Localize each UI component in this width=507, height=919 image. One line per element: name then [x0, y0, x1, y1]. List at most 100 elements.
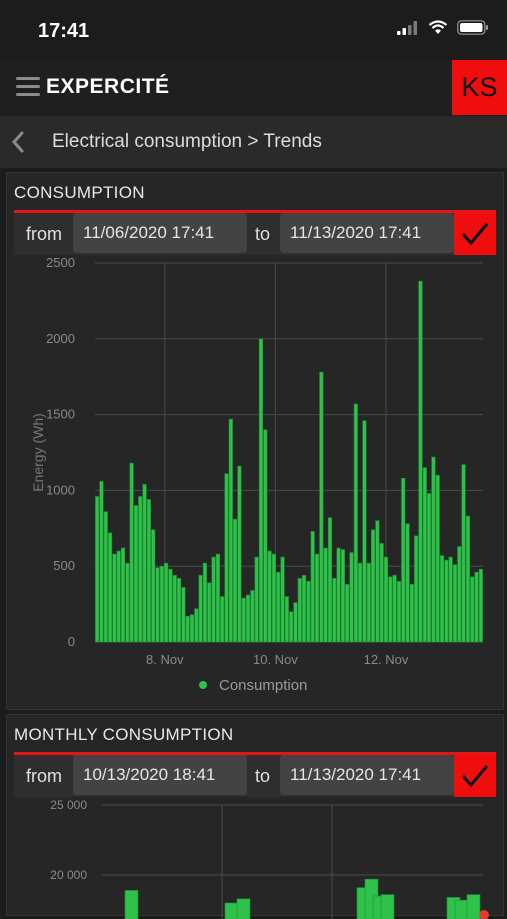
consumption-bar — [125, 562, 130, 643]
consumption-chart: 0 500 1000 1500 2000 2500 8. Nov 10. Nov 12. Nov… — [30, 257, 483, 694]
to-label: to — [255, 224, 271, 244]
consumption-bar — [418, 280, 423, 643]
monthly-divider — [14, 752, 496, 755]
x-tick-label: 12. Nov — [364, 652, 409, 667]
consumption-bar — [172, 574, 177, 643]
consumption-bar — [146, 499, 151, 643]
consumption-bar — [401, 477, 406, 643]
consumption-bar — [396, 581, 401, 643]
consumption-bar — [280, 556, 285, 643]
consumption-bar — [379, 543, 384, 643]
wifi-icon — [428, 20, 448, 34]
to-label: to — [255, 766, 271, 786]
monthly-to-date-input[interactable]: 11/13/2020 17:41 — [280, 755, 454, 795]
consumption-bar — [310, 531, 315, 643]
status-icons — [397, 20, 489, 35]
consumption-bar — [194, 608, 199, 643]
consumption-bar — [284, 596, 289, 643]
consumption-date-range: from 11/06/2020 17:41 to 11/13/2020 17:4… — [14, 213, 496, 255]
y-tick-label: 500 — [53, 558, 75, 573]
breadcrumb-bar: Electrical consumption > Trends — [0, 116, 507, 168]
consumption-bar — [461, 464, 466, 643]
consumption-bar — [155, 567, 160, 643]
monthly-apply-range-button[interactable] — [454, 755, 496, 797]
consumption-bar — [103, 511, 108, 643]
app-header: EXPERCITÉ KS — [0, 60, 507, 116]
consumption-bar — [392, 574, 397, 643]
consumption-bar — [164, 562, 169, 643]
consumption-title: CONSUMPTION — [14, 183, 145, 202]
from-label: from — [26, 766, 62, 786]
consumption-bar — [202, 562, 207, 643]
consumption-bar — [159, 565, 164, 643]
monthly-bar — [236, 898, 251, 919]
brand-logo-initial: E — [46, 75, 61, 98]
consumption-bar — [228, 418, 233, 643]
consumption-bar — [233, 518, 238, 643]
consumption-bar — [198, 574, 203, 643]
consumption-bar — [138, 496, 143, 643]
user-avatar[interactable]: KS — [452, 60, 507, 115]
consumption-bar — [371, 529, 376, 643]
monthly-bar — [454, 899, 469, 919]
consumption-bar — [439, 555, 445, 643]
consumption-bar — [353, 403, 358, 643]
consumption-bar — [224, 473, 229, 643]
apply-range-button[interactable] — [454, 213, 496, 255]
consumption-bar — [327, 517, 333, 643]
consumption-bar — [345, 584, 350, 643]
checkmark-icon — [461, 765, 489, 788]
consumption-bar — [120, 547, 126, 643]
consumption-bar — [116, 550, 121, 643]
consumption-bar — [452, 564, 458, 643]
y-tick-label: 25 000 — [50, 799, 87, 812]
monthly-from-date-input[interactable]: 10/13/2020 18:41 — [73, 755, 247, 795]
monthly-title: MONTHLY CONSUMPTION — [14, 725, 234, 744]
consumption-bar — [388, 576, 393, 643]
consumption-card: CONSUMPTION from 11/06/2020 17:41 to 11/… — [6, 172, 504, 710]
consumption-bar — [254, 556, 259, 643]
brand-logo: EXPERCITÉ — [46, 75, 170, 99]
consumption-bar — [241, 597, 246, 643]
consumption-bar — [293, 602, 298, 643]
hamburger-menu-icon[interactable] — [16, 77, 40, 97]
consumption-bar — [470, 576, 475, 643]
consumption-bar — [405, 523, 410, 643]
y-tick-label: 1000 — [46, 482, 75, 497]
consumption-bar — [474, 571, 479, 643]
series-marker — [479, 910, 489, 919]
y-axis-label: Energy (Wh) — [30, 413, 46, 492]
consumption-bar — [95, 496, 100, 643]
consumption-bar — [276, 571, 281, 643]
consumption-bar — [314, 553, 320, 643]
consumption-bar — [177, 578, 182, 643]
legend-label: Consumption — [219, 677, 307, 694]
breadcrumb: Electrical consumption > Trends — [52, 131, 322, 152]
consumption-bar — [457, 546, 462, 643]
consumption-divider — [14, 210, 496, 213]
consumption-bar — [302, 574, 307, 643]
consumption-bar — [112, 553, 117, 643]
consumption-bar — [358, 562, 363, 643]
monthly-consumption-card: MONTHLY CONSUMPTION from 10/13/2020 18:4… — [6, 714, 504, 919]
consumption-bar — [448, 556, 453, 643]
consumption-bar — [375, 520, 380, 643]
back-chevron-icon[interactable] — [8, 128, 28, 156]
to-date-input[interactable]: 11/13/2020 17:41 — [280, 213, 454, 253]
status-time: 17:41 — [38, 20, 90, 42]
consumption-bar — [336, 547, 341, 643]
checkmark-icon — [461, 223, 489, 246]
monthly-bar — [380, 894, 395, 919]
consumption-bar — [435, 474, 440, 643]
x-tick-label: 10. Nov — [253, 652, 298, 667]
consumption-bar — [207, 582, 212, 643]
y-tick-label: 2500 — [46, 257, 75, 270]
consumption-bar — [99, 481, 104, 643]
status-bar: 17:41 — [0, 0, 507, 60]
consumption-bar — [220, 596, 225, 643]
from-label: from — [26, 224, 62, 244]
consumption-bar — [297, 578, 302, 643]
consumption-bar — [189, 614, 195, 643]
consumption-bar — [245, 594, 251, 643]
from-date-input[interactable]: 11/06/2020 17:41 — [73, 213, 247, 253]
